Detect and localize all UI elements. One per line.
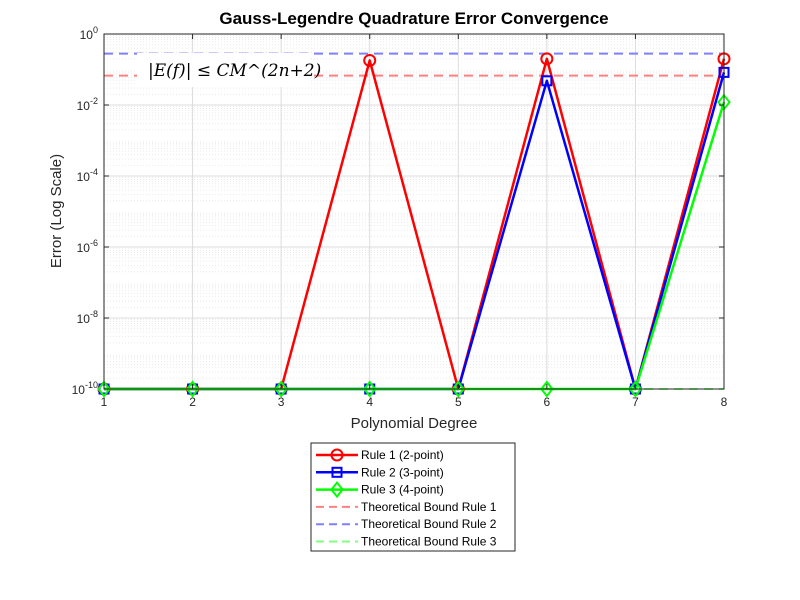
axis-ticks: 1 2 3 4 5 6 7 8 10-10 10-8 10-6 10-4 10-2 100 — [72, 25, 728, 409]
data-point — [628, 380, 643, 398]
y-tick-label: 10-6 — [77, 238, 98, 255]
legend-label: Theoretical Bound Rule 2 — [361, 517, 497, 531]
y-tick-label: 10-2 — [77, 96, 98, 113]
legend-label: Rule 1 (2-point) — [361, 448, 444, 462]
chart-title: Gauss-Legendre Quadrature Error Converge… — [219, 9, 608, 28]
x-tick-label: 7 — [632, 395, 639, 409]
data-point — [185, 380, 200, 398]
x-tick-label: 5 — [455, 395, 462, 409]
legend-label: Theoretical Bound Rule 1 — [361, 500, 497, 514]
data-point — [274, 380, 288, 398]
y-axis-label: Error (Log Scale) — [48, 154, 65, 268]
x-tick-label: 4 — [366, 395, 373, 409]
plot-frame — [103, 33, 725, 390]
x-tick-label: 1 — [101, 395, 108, 409]
y-tick-label: 10-8 — [77, 309, 98, 326]
data-point — [451, 380, 466, 398]
legend: Rule 1 (2-point) Rule 2 (3-point) Rule 3 (… — [310, 442, 516, 552]
data-point — [540, 52, 554, 66]
x-tick-label: 6 — [544, 395, 551, 409]
y-tick-label: 100 — [80, 25, 98, 42]
data-point — [362, 380, 377, 398]
x-axis-label: Polynomial Degree — [351, 415, 478, 432]
plot-background — [104, 34, 724, 389]
legend-label: Rule 2 (3-point) — [361, 465, 444, 479]
x-tick-label: 8 — [721, 395, 728, 409]
annotation-group: |E(f)| ≤ CM^(2n+2) — [137, 53, 321, 87]
x-tick-label: 2 — [189, 395, 196, 409]
data-point — [541, 75, 553, 87]
data-point — [330, 448, 344, 462]
data-point — [540, 380, 554, 398]
data-point — [330, 480, 344, 499]
x-tick-label: 3 — [278, 395, 285, 409]
data-point — [97, 380, 111, 398]
annotation-background — [137, 53, 309, 87]
y-tick-label: 10-10 — [72, 380, 98, 397]
annotation-text: |E(f)| ≤ CM^(2n+2) — [148, 61, 321, 81]
data-point — [363, 53, 377, 67]
data-point — [331, 466, 343, 478]
legend-label: Rule 3 (4-point) — [361, 483, 444, 497]
legend-label: Theoretical Bound Rule 3 — [361, 535, 497, 549]
legend-box — [310, 442, 516, 552]
y-tick-label: 10-4 — [77, 167, 98, 184]
